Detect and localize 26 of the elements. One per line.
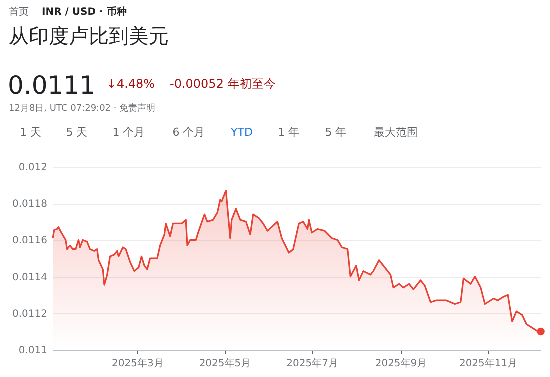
y-tick-label: 0.011 [18,346,48,356]
text: YTD [230,126,253,139]
y-tick-label: 0.0112 [12,308,48,320]
text: 0.0111 [8,71,96,100]
text: ↓4.48% [106,77,156,91]
text: 1 个月 [112,126,146,139]
text: 1 年 [278,126,300,139]
text: 1 天 [20,126,42,139]
text: -0.00052 年初至今 [170,77,276,91]
x-tick-label: 2025年11月 [459,358,518,370]
x-tick-label: 2025年7月 [286,358,338,370]
text: 6 个月 [172,126,206,139]
y-tick-label: 0.0114 [12,272,48,284]
x-tick-label: 2025年5月 [199,358,252,370]
text: INR / USD · 币种 [42,6,127,18]
y-tick-label: 0.0116 [12,236,48,247]
y-tick-label: 0.0118 [12,199,48,210]
text: 最大范围 [374,126,418,139]
x-tick-label: 2025年9月 [375,358,428,370]
text: 5 年 [325,126,347,139]
text: 12月8日, UTC 07:29:02 · 免责声明 [9,103,156,114]
x-tick-label: 2025年3月 [112,358,164,370]
chart-title: 从印度卢比到美元 [9,24,169,48]
text: 首页 [9,6,29,18]
text: 5 天 [66,126,88,139]
y-tick-label: 0.012 [18,162,48,174]
